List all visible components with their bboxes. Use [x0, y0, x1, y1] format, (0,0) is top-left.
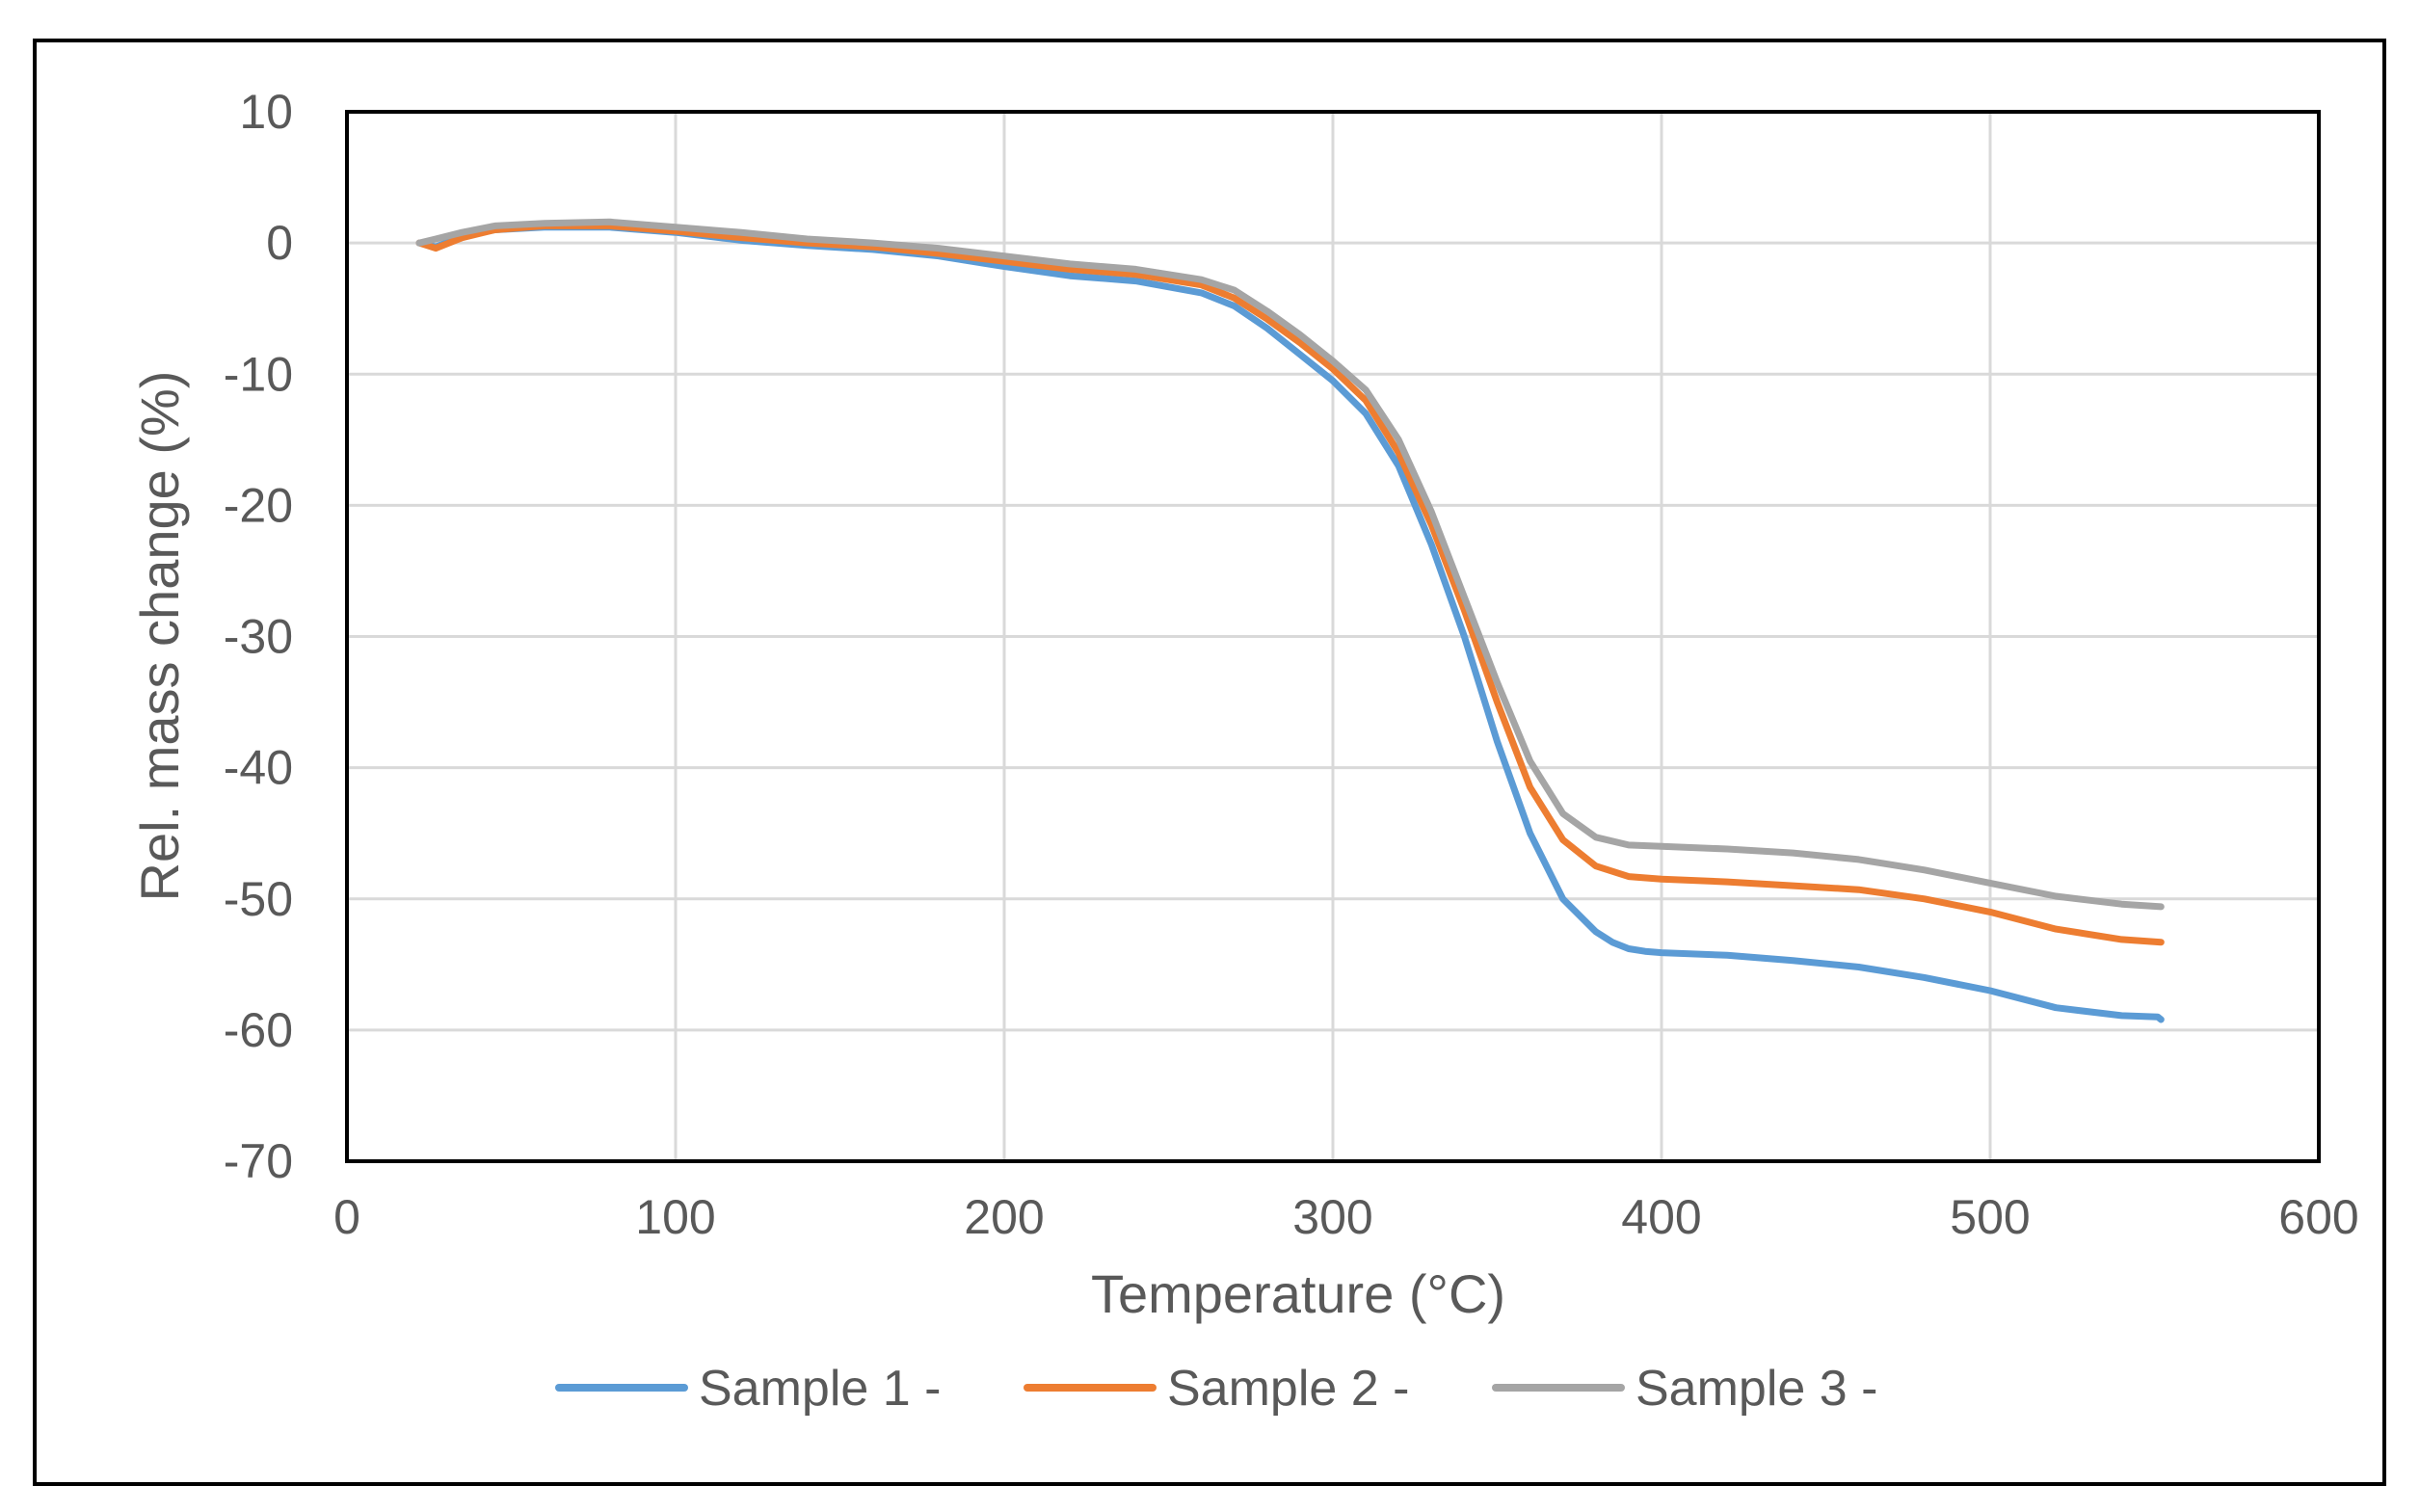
legend-label-sample-2: Sample 2 - — [1167, 1361, 1409, 1417]
series-lines — [415, 218, 2165, 1023]
x-tick-label-5: 500 — [1950, 1190, 2030, 1244]
series-line-sample-3 — [415, 218, 2165, 911]
x-tick-label-2: 200 — [964, 1190, 1044, 1244]
x-tick-labels: 0 100 200 300 400 500 600 — [333, 1190, 2359, 1244]
legend-label-sample-3: Sample 3 - — [1635, 1361, 1877, 1417]
x-tick-label-1: 100 — [635, 1190, 715, 1244]
y-tick-label-3: -20 — [224, 478, 293, 532]
legend: Sample 1 - Sample 2 - Sample 3 - — [555, 1361, 1877, 1417]
y-tick-label-7: -60 — [224, 1003, 293, 1057]
plot-area-border — [345, 110, 2321, 1163]
x-tick-label-0: 0 — [333, 1190, 360, 1244]
y-tick-label-6: -50 — [224, 872, 293, 926]
series-line-sample-1 — [415, 224, 2165, 1023]
x-axis-title: Temperature (°C) — [1091, 1263, 1505, 1324]
y-tick-label-5: -40 — [224, 741, 293, 795]
x-tick-label-4: 400 — [1621, 1190, 1701, 1244]
legend-label-sample-1: Sample 1 - — [699, 1361, 941, 1417]
x-tick-label-3: 300 — [1292, 1190, 1372, 1244]
y-axis-title: Rel. mass change (%) — [129, 371, 190, 902]
x-tick-label-6: 600 — [2278, 1190, 2358, 1244]
y-tick-label-2: -10 — [224, 347, 293, 401]
y-tick-label-1: 0 — [266, 216, 293, 270]
y-tick-label-0: 10 — [239, 85, 293, 139]
y-tick-labels: 10 0 -10 -20 -30 -40 -50 -60 -70 — [224, 85, 293, 1188]
y-tick-label-8: -70 — [224, 1134, 293, 1188]
series-line-sample-2 — [415, 222, 2165, 946]
y-tick-label-4: -30 — [224, 610, 293, 664]
gridlines — [345, 110, 2321, 1163]
